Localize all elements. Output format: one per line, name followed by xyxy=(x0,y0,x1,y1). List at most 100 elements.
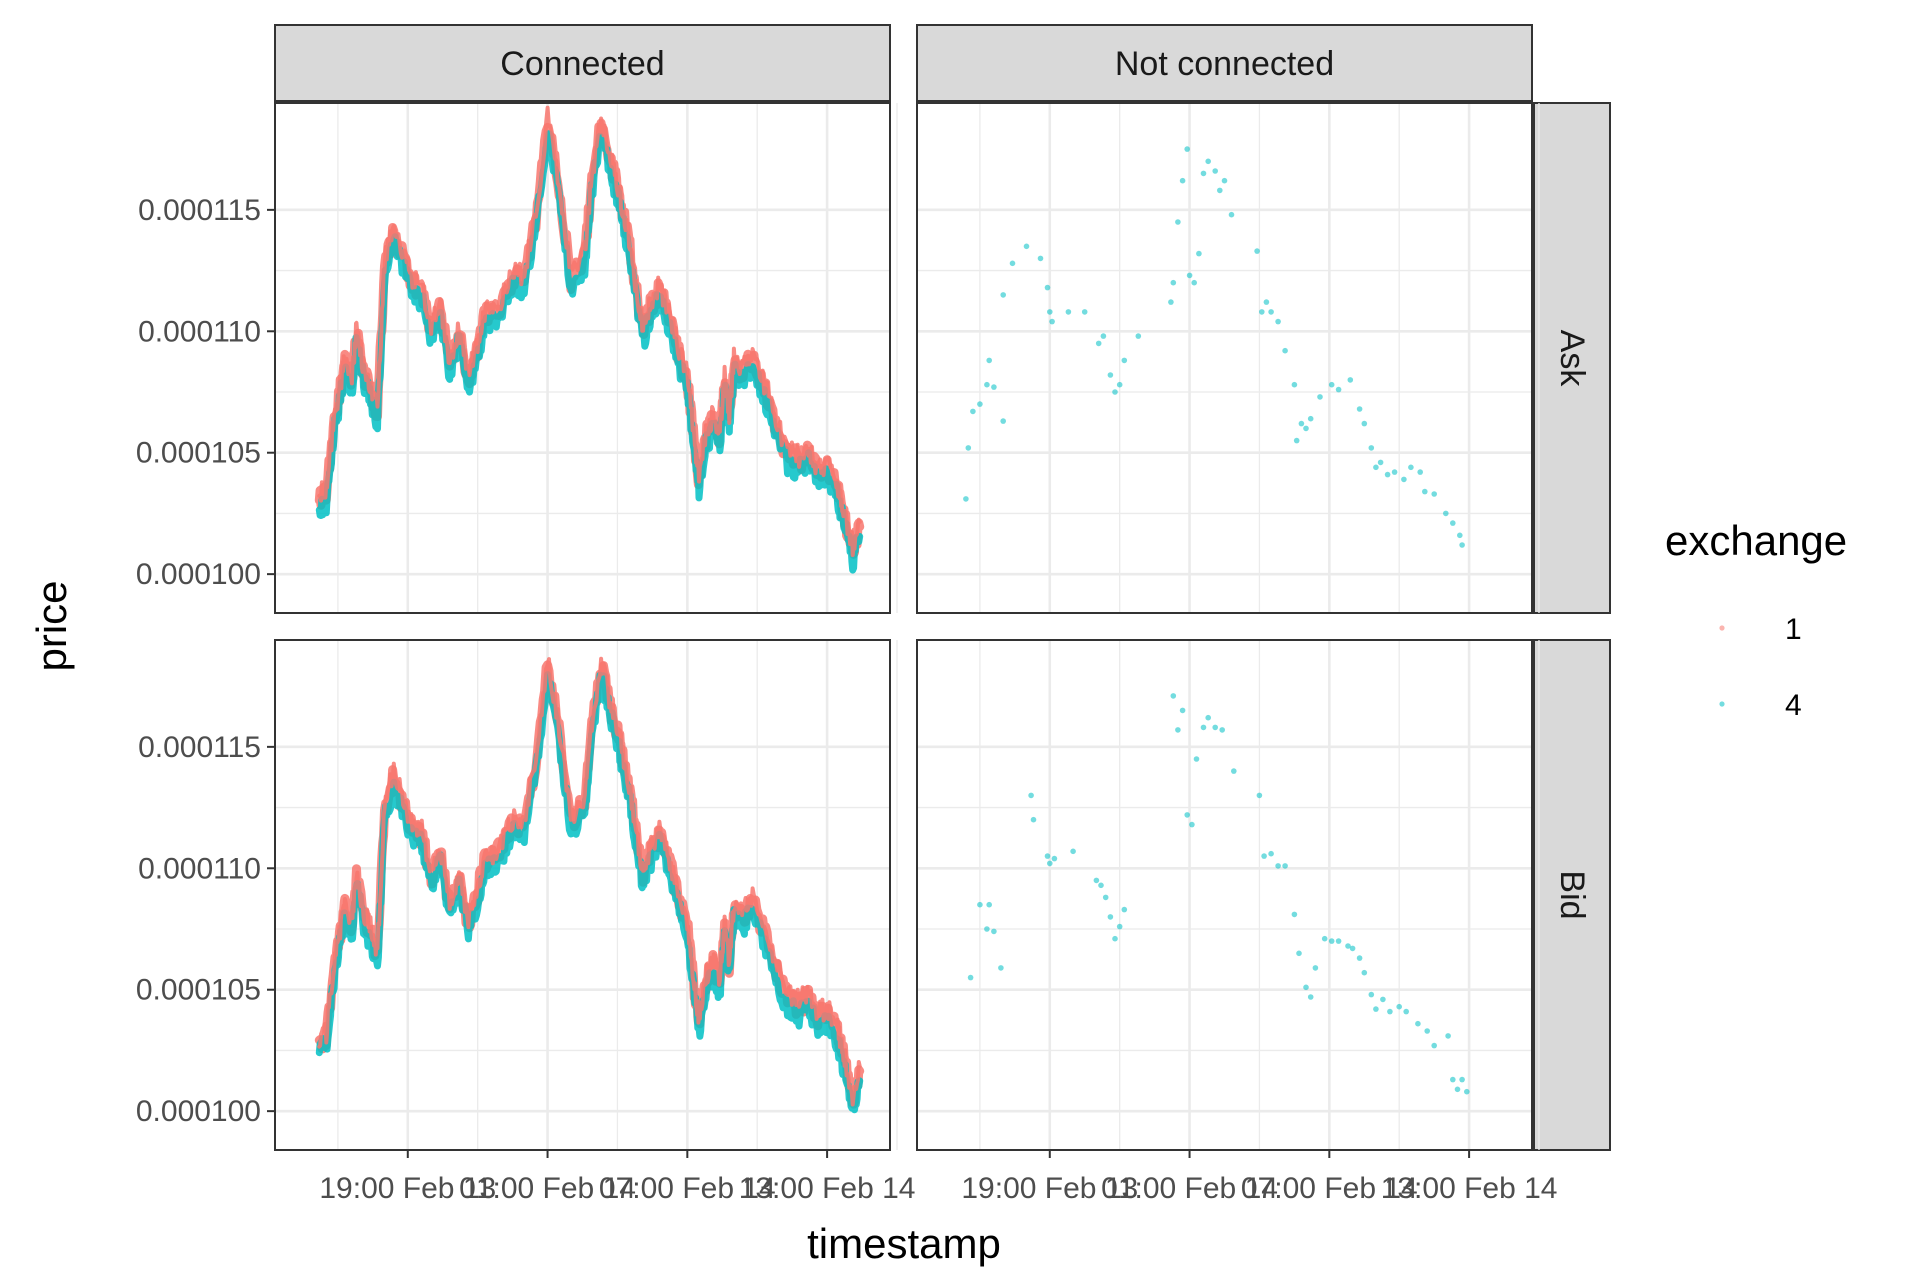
y-tick-label: 0.000110 xyxy=(138,852,261,885)
data-point xyxy=(1368,445,1375,451)
data-point xyxy=(1312,965,1319,971)
legend-label-1: 1 xyxy=(1785,613,1802,646)
data-point xyxy=(1217,187,1223,194)
y-axis: 0.000100 0.000105 0.000110 0.000115 0.000100… xyxy=(136,194,275,1128)
data-point xyxy=(1191,279,1197,286)
data-point xyxy=(1047,860,1053,867)
panel-not-connected-bid xyxy=(917,640,1540,1150)
data-point xyxy=(1408,464,1414,471)
data-point xyxy=(1368,991,1375,998)
data-point xyxy=(1459,1076,1465,1083)
data-point xyxy=(1186,272,1193,279)
data-point xyxy=(963,496,969,502)
data-point xyxy=(1193,756,1200,762)
data-point xyxy=(1112,389,1118,395)
y-tick-label: 0.000100 xyxy=(136,1095,261,1128)
data-point xyxy=(1200,170,1207,177)
data-point xyxy=(998,965,1004,971)
data-point xyxy=(1044,853,1051,859)
strip-label-ask: Ask xyxy=(1553,330,1591,388)
y-tick-label: 0.000100 xyxy=(136,558,261,591)
data-point xyxy=(1098,882,1104,889)
data-point xyxy=(1303,425,1309,432)
data-point xyxy=(1263,299,1270,305)
data-point xyxy=(1293,437,1300,444)
data-point xyxy=(1396,1003,1402,1010)
data-point xyxy=(1321,935,1328,942)
data-point xyxy=(1457,532,1463,539)
data-point xyxy=(1291,381,1298,388)
data-point xyxy=(1179,707,1186,714)
data-point xyxy=(1175,219,1181,225)
data-point xyxy=(1282,863,1288,869)
data-point xyxy=(1102,894,1109,901)
panel-connected-ask xyxy=(275,103,898,613)
data-point xyxy=(1450,1076,1456,1083)
data-point xyxy=(1212,724,1218,731)
data-point xyxy=(1135,333,1142,339)
data-point xyxy=(1047,309,1053,315)
data-point xyxy=(1037,255,1044,262)
legend-title: exchange xyxy=(1665,517,1847,564)
data-point xyxy=(1049,318,1055,325)
data-point xyxy=(1256,792,1263,799)
strip-label-bid: Bid xyxy=(1553,870,1591,919)
data-point xyxy=(1170,693,1177,699)
x-tick-label: 07:00 Feb 14 xyxy=(599,1172,776,1205)
data-point xyxy=(1328,938,1335,944)
data-point xyxy=(1051,855,1058,862)
data-point xyxy=(1317,394,1323,400)
data-point xyxy=(1221,177,1228,184)
legend-key-1 xyxy=(1719,625,1725,631)
data-point xyxy=(1417,469,1423,475)
y-tick-label: 0.000105 xyxy=(136,437,261,470)
data-point xyxy=(984,381,990,388)
panel-border-connected-bid xyxy=(274,639,891,1151)
data-point xyxy=(1345,943,1351,949)
strip-ask xyxy=(1533,102,1611,614)
data-point xyxy=(991,928,997,935)
data-point xyxy=(1112,935,1118,942)
data-point xyxy=(1391,469,1398,475)
data-point xyxy=(1231,768,1237,774)
data-point xyxy=(1291,911,1298,918)
series-4-line xyxy=(315,671,864,1114)
legend-key-4 xyxy=(1719,701,1725,707)
data-point xyxy=(1000,292,1006,298)
data-point xyxy=(1081,309,1088,315)
data-point xyxy=(1335,938,1342,944)
data-point xyxy=(1212,168,1218,174)
panel-not-connected-ask xyxy=(917,103,1540,613)
data-point xyxy=(1009,260,1016,267)
data-point xyxy=(967,974,974,981)
data-point xyxy=(1445,1033,1451,1039)
data-point xyxy=(1387,1008,1393,1015)
data-point xyxy=(1361,969,1368,976)
data-point xyxy=(1282,347,1288,354)
data-point xyxy=(984,926,990,932)
data-point xyxy=(986,901,992,908)
data-point xyxy=(1450,520,1456,526)
x-tick-label: 19:00 Feb 13 xyxy=(961,1172,1138,1205)
data-point xyxy=(1401,476,1407,483)
y-tick-label: 0.000115 xyxy=(138,731,261,764)
data-point xyxy=(1196,250,1202,257)
data-point xyxy=(1307,994,1314,1000)
strip-label-not-connected: Not connected xyxy=(1115,45,1334,83)
data-point xyxy=(1415,1020,1421,1027)
x-tick-label: 19:00 Feb 13 xyxy=(319,1172,496,1205)
data-point xyxy=(1464,1088,1470,1095)
data-point xyxy=(1384,471,1391,478)
strip-bid xyxy=(1533,639,1611,1151)
data-point xyxy=(1116,923,1123,930)
data-point xyxy=(1454,1086,1461,1093)
panel-border-not-connected-ask xyxy=(916,102,1533,614)
data-point xyxy=(1422,488,1428,495)
data-point xyxy=(1380,996,1386,1003)
data-point xyxy=(1403,1008,1409,1015)
data-point xyxy=(1116,381,1123,388)
data-point xyxy=(1303,984,1309,991)
data-point xyxy=(1335,386,1342,393)
data-point xyxy=(1228,211,1235,218)
